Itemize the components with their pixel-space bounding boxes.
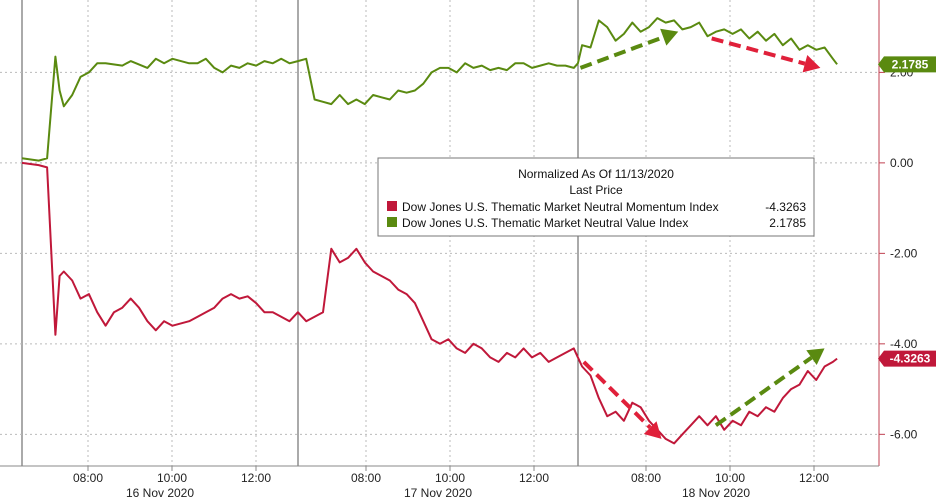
- x-tick-label-5: 12:00: [519, 471, 549, 485]
- x-date-label-2: 18 Nov 2020: [682, 486, 750, 499]
- series-line-1: [21, 161, 838, 445]
- series-layer: [21, 17, 838, 445]
- legend-value-value: 2.1785: [769, 216, 806, 230]
- x-tick-label-8: 12:00: [799, 471, 829, 485]
- legend: Normalized As Of 11/13/2020 Last Price D…: [377, 157, 815, 237]
- annotation-arrow-head-3: [806, 348, 825, 365]
- legend-swatch-momentum: [387, 201, 397, 211]
- x-tick-label-4: 10:00: [435, 471, 465, 485]
- annotation-arrow-head-1: [802, 54, 821, 73]
- y-tick-label-4: -6.00: [890, 427, 918, 441]
- last-value-tag-label-1: -4.3263: [890, 352, 931, 366]
- last-value-tags: 2.1785 -4.3263: [878, 56, 936, 367]
- legend-label-momentum: Dow Jones U.S. Thematic Market Neutral M…: [402, 200, 719, 214]
- legend-box: [377, 157, 815, 237]
- x-axis-ticks: 08:00 10:00 12:00 08:00 10:00 12:00 08:00 10:00…: [73, 466, 829, 499]
- y-tick-label-3: -4.00: [890, 337, 918, 351]
- annotation-arrow-shaft-1: [711, 36, 806, 66]
- annotation-arrow-shaft-3: [714, 355, 813, 427]
- x-date-label-1: 17 Nov 2020: [404, 486, 472, 499]
- x-tick-label-3: 08:00: [351, 471, 381, 485]
- legend-title: Normalized As Of 11/13/2020: [518, 167, 674, 181]
- annotation-arrow-head-2: [643, 421, 662, 439]
- x-date-label-0: 16 Nov 2020: [126, 486, 194, 499]
- legend-subtitle: Last Price: [569, 183, 623, 197]
- x-tick-label-2: 12:00: [241, 471, 271, 485]
- annotation-arrows: [579, 28, 825, 439]
- annotation-arrow-shaft-2: [582, 360, 652, 430]
- x-tick-label-1: 10:00: [157, 471, 187, 485]
- x-tick-label-0: 08:00: [73, 471, 103, 485]
- annotation-arrow-shaft-0: [579, 35, 664, 70]
- last-value-tag-bg-0: [878, 56, 936, 73]
- last-value-tag-label-0: 2.1785: [892, 57, 929, 71]
- y-axis-ticks: 2.000.00-2.00-4.00-6.00: [879, 65, 918, 441]
- y-tick-label-2: -2.00: [890, 246, 918, 260]
- legend-swatch-value: [387, 217, 397, 227]
- legend-value-momentum: -4.3263: [765, 200, 806, 214]
- y-tick-label-1: 0.00: [890, 156, 914, 170]
- legend-label-value: Dow Jones U.S. Thematic Market Neutral V…: [402, 216, 688, 230]
- annotation-arrow-head-0: [660, 28, 679, 46]
- series-line-0: [21, 17, 838, 162]
- x-tick-label-6: 08:00: [631, 471, 661, 485]
- last-value-tag-bg-1: [878, 350, 936, 367]
- x-tick-label-7: 10:00: [715, 471, 745, 485]
